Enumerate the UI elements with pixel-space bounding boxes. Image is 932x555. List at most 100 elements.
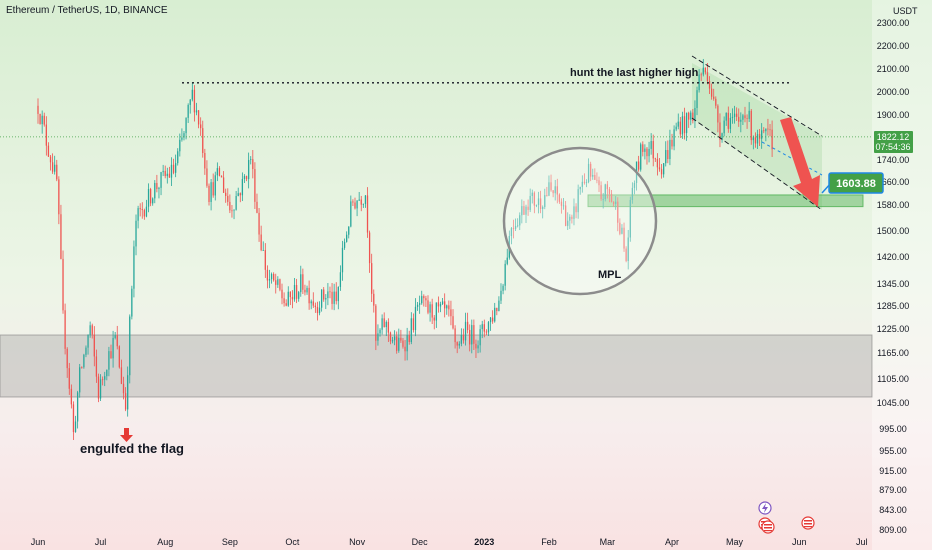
candle (562, 198, 565, 210)
candle (517, 218, 519, 228)
candle-body (439, 303, 442, 307)
candle-body (600, 185, 602, 200)
candle (97, 373, 100, 403)
candle-body (191, 89, 193, 100)
candle-body (377, 333, 379, 341)
candle-body (750, 110, 752, 141)
candle-body (412, 318, 415, 331)
candle (758, 128, 761, 147)
candle-body (573, 206, 575, 219)
candle (358, 191, 360, 201)
candle (116, 325, 118, 350)
candle-body (124, 393, 127, 410)
candle (285, 299, 287, 307)
candle-body (287, 291, 289, 306)
time-tick-label: Oct (285, 537, 300, 547)
candle-body (83, 354, 85, 368)
candle-body (168, 173, 171, 178)
candle-body (637, 161, 640, 170)
candle-body (571, 216, 573, 219)
candle (725, 112, 727, 126)
candle (439, 301, 442, 313)
candle (41, 110, 43, 134)
time-tick-label: Dec (412, 537, 429, 547)
candle (112, 330, 114, 368)
candle (402, 338, 404, 349)
us-flag-event-icon[interactable] (761, 520, 775, 534)
candle-body (619, 222, 621, 234)
candle-body (471, 325, 473, 345)
candle (663, 163, 665, 178)
candle-body (375, 305, 377, 341)
candle (450, 300, 452, 326)
candle (702, 58, 704, 77)
candle-body (510, 228, 513, 237)
candle (723, 116, 725, 137)
candle-body (225, 192, 227, 196)
candle-body (665, 150, 667, 164)
candle-body (410, 318, 412, 342)
candle-body (202, 128, 204, 153)
candle-body (767, 128, 769, 130)
candle (504, 260, 506, 291)
candle-body (658, 167, 661, 170)
candle (512, 219, 515, 239)
candle (49, 155, 52, 171)
candle (677, 113, 679, 130)
candle (498, 296, 500, 312)
candle-body (585, 182, 588, 183)
candle-body (254, 169, 256, 202)
candle-body (241, 178, 244, 196)
price-tick-label: 2200.00 (877, 41, 910, 51)
candle (247, 152, 250, 189)
candle-body (435, 302, 437, 321)
candle-body (193, 89, 196, 113)
candle-body (485, 331, 488, 333)
candle (688, 111, 690, 128)
us-flag-event-icon[interactable] (801, 516, 815, 530)
candle-body (356, 200, 358, 209)
candle (289, 291, 291, 306)
candle (506, 248, 508, 266)
candle-body (339, 272, 342, 287)
lightning-event-icon[interactable] (758, 501, 772, 515)
candle-body (181, 137, 183, 140)
candle-body (738, 116, 740, 122)
candle (243, 174, 246, 184)
candle (419, 295, 421, 314)
candle-body (391, 340, 394, 342)
candle-body (491, 317, 494, 322)
candle (339, 265, 342, 291)
candle-body (218, 168, 221, 176)
target-arrow-icon (780, 117, 820, 207)
candle-body (87, 334, 89, 348)
candle-body (364, 195, 367, 204)
candle-body (149, 189, 152, 204)
candle (479, 324, 481, 353)
candle-body (179, 139, 181, 152)
candle-body (264, 250, 266, 270)
mpl-label: MPL (598, 269, 622, 281)
candle-body (352, 201, 354, 203)
target-price-callout[interactable]: 1603.88 (828, 172, 884, 194)
candle-body (414, 306, 417, 331)
candle-body (537, 198, 540, 205)
candle (368, 230, 371, 273)
candle-body (289, 291, 291, 298)
candle-body (650, 141, 652, 149)
candle (306, 285, 308, 295)
candle-body (398, 337, 400, 351)
price-tick-label: 955.00 (879, 446, 907, 456)
candle-body (354, 202, 356, 209)
last-price-tag[interactable]: 1822.12 07:54:36 (874, 131, 913, 153)
candle-countdown-text: 07:54:36 (875, 142, 910, 152)
candle-body (381, 318, 383, 330)
price-tick-label: 1500.00 (877, 226, 910, 236)
price-tick-label: 1285.00 (877, 301, 910, 311)
candle (660, 164, 663, 179)
candle (181, 128, 183, 142)
candle-body (504, 263, 506, 286)
candle-body (441, 301, 444, 304)
candle-body (54, 164, 56, 172)
candle-body (708, 81, 711, 89)
